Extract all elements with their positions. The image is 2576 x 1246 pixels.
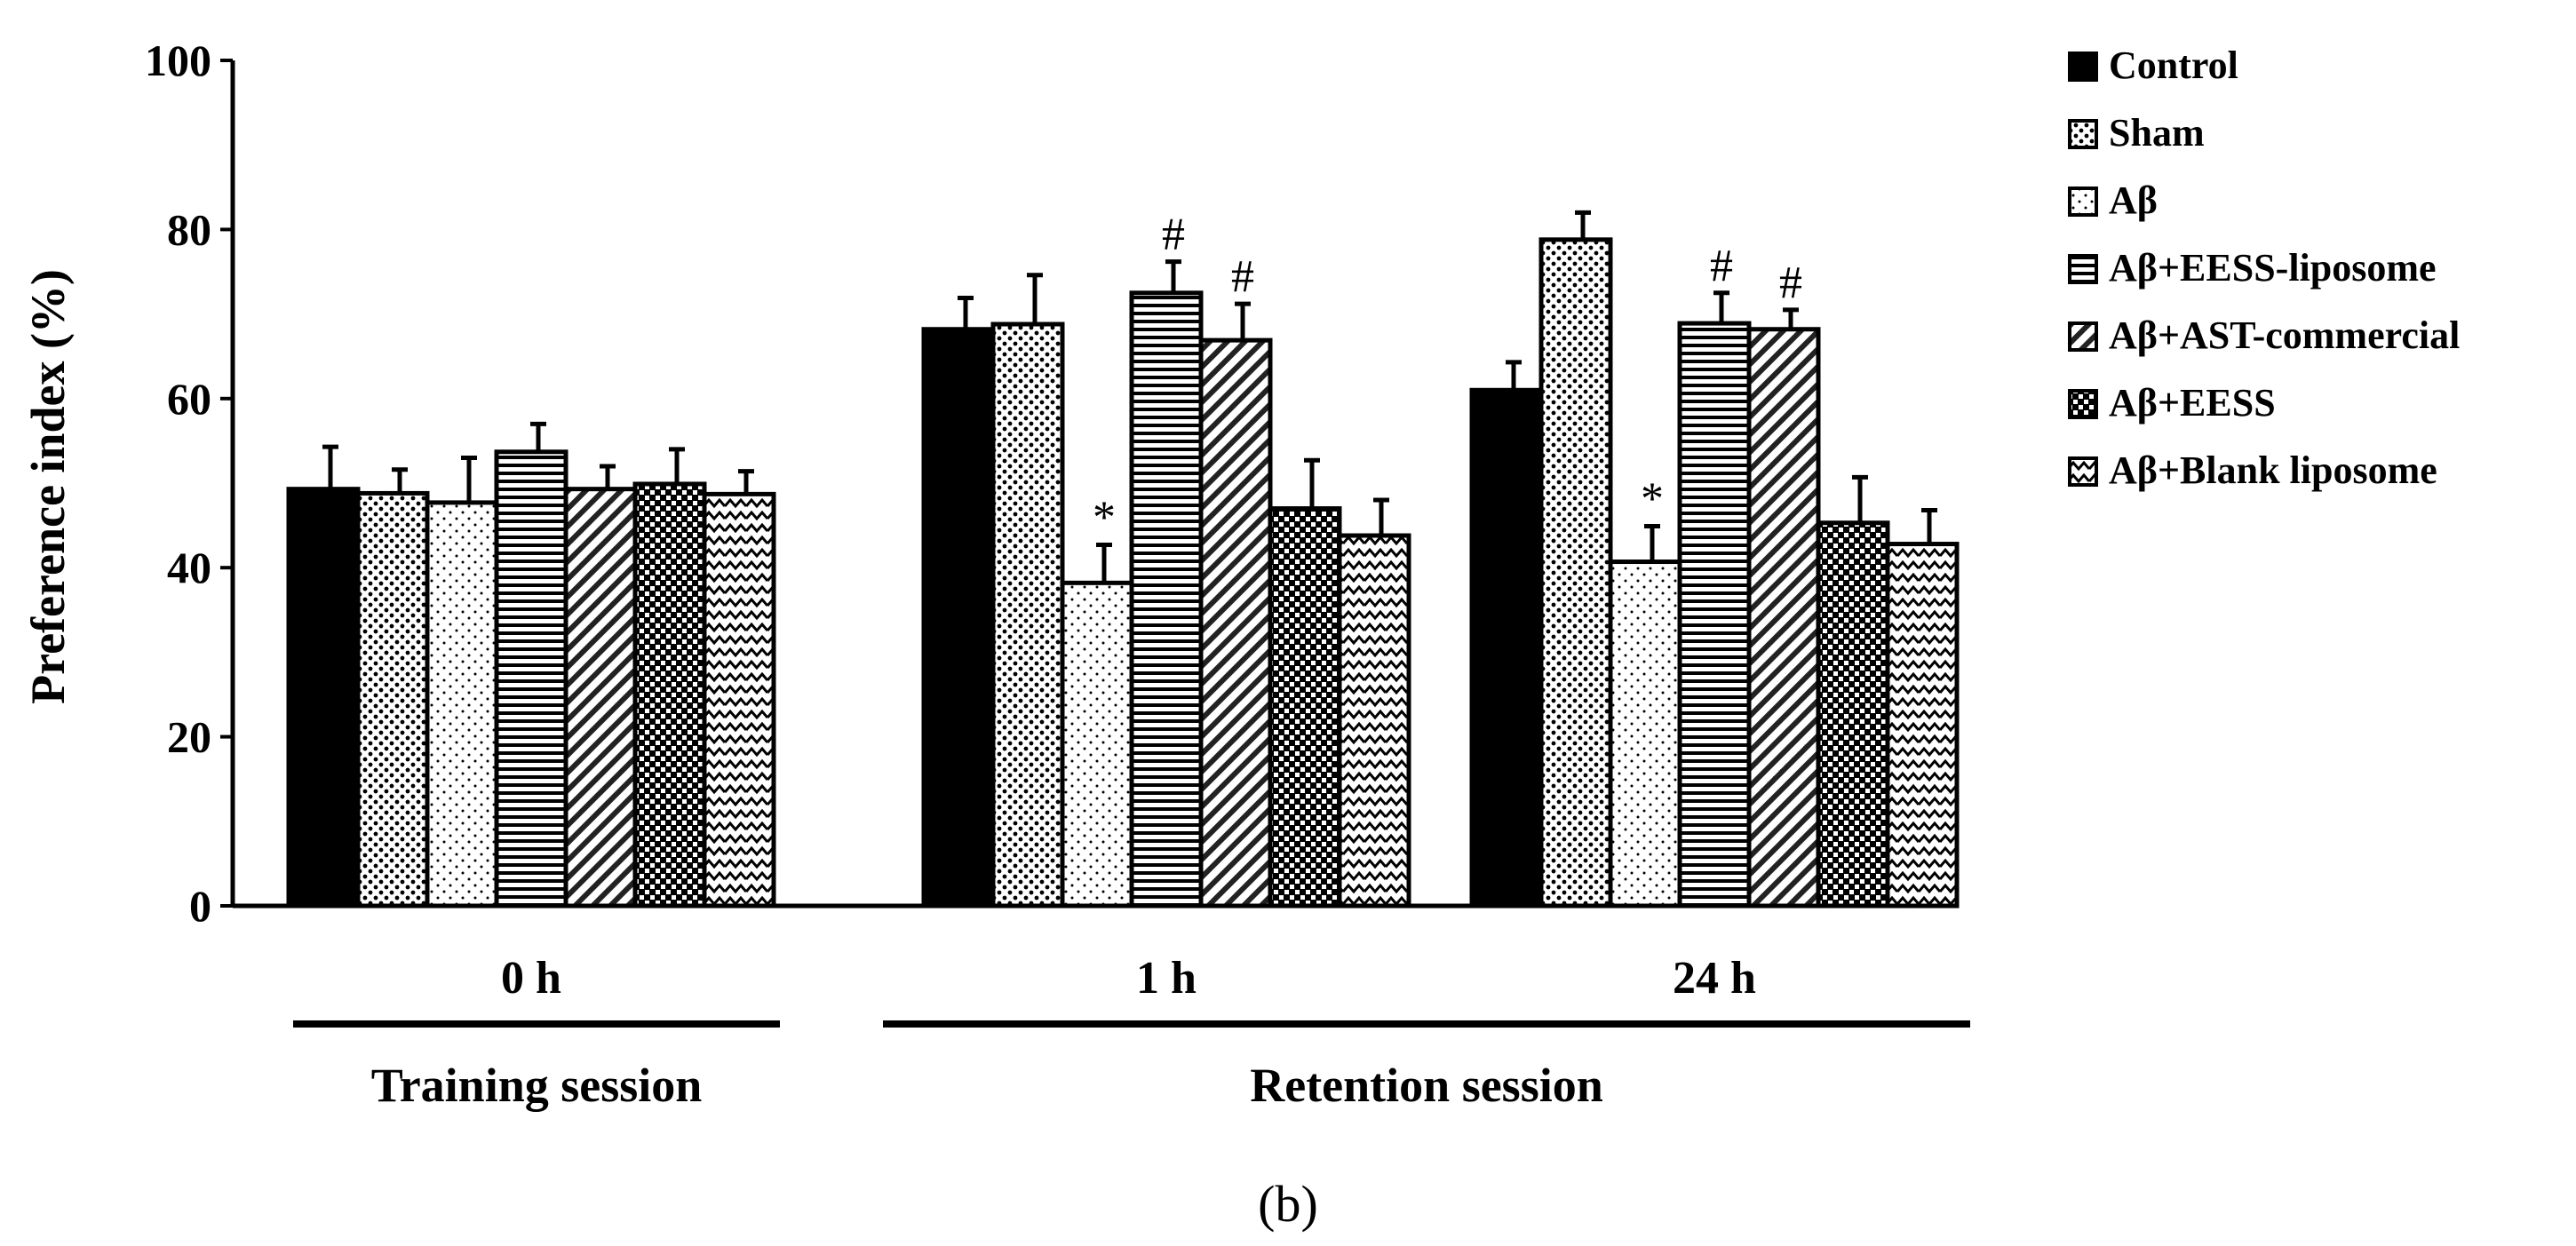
- bar-group: * # #: [1469, 210, 1960, 909]
- significance-marker: #: [1710, 241, 1733, 291]
- y-tick-label: 80: [167, 204, 211, 254]
- bar: [1885, 542, 1960, 909]
- significance-marker: #: [1231, 251, 1254, 302]
- category-labels: 0 h 1 h 24 h: [501, 953, 1756, 1004]
- significance-marker: *: [1641, 474, 1664, 525]
- bar: [702, 491, 776, 909]
- bar: [1469, 387, 1544, 909]
- legend: Control Sham Aβ Aβ+EESS-liposome Aβ+AST-comm…: [2068, 44, 2460, 492]
- bar: [1746, 327, 1821, 909]
- session-label: Retention session: [1250, 1059, 1603, 1112]
- legend-swatch: [2068, 389, 2098, 419]
- legend-item: Aβ+EESS: [2068, 381, 2276, 425]
- legend-label: Control: [2109, 44, 2238, 87]
- panel-label: (b): [1258, 1175, 1318, 1233]
- category-label: 0 h: [501, 953, 561, 1004]
- legend-item: Aβ+EESS-liposome: [2068, 246, 2437, 290]
- legend-label: Aβ+Blank liposome: [2109, 448, 2437, 492]
- bar: [1677, 321, 1752, 909]
- legend-swatch: [2068, 456, 2098, 487]
- legend-label: Aβ+EESS-liposome: [2109, 246, 2437, 290]
- bar: [1337, 533, 1411, 909]
- session-labels: Training session Retention session: [293, 1020, 1970, 1112]
- legend-swatch: [2068, 119, 2098, 149]
- bar: [355, 490, 430, 909]
- bar: [563, 487, 638, 909]
- category-label: 24 h: [1673, 953, 1756, 1004]
- bar: [921, 327, 996, 909]
- legend-swatch: [2068, 254, 2098, 284]
- bar: [1060, 580, 1134, 909]
- y-tick-label: 100: [145, 36, 211, 85]
- bar: [1268, 506, 1342, 909]
- bar: [494, 449, 568, 909]
- category-label: 1 h: [1136, 953, 1197, 1004]
- significance-marker: #: [1779, 258, 1802, 308]
- legend-item: Control: [2068, 44, 2238, 87]
- y-tick-label: 0: [189, 881, 211, 931]
- bar-group: [286, 421, 776, 909]
- legend-swatch: [2068, 187, 2098, 217]
- bar: [1538, 237, 1613, 909]
- y-tick-label: 60: [167, 374, 211, 424]
- legend-label: Aβ: [2109, 179, 2158, 222]
- significance-marker: #: [1162, 210, 1185, 260]
- legend-label: Sham: [2109, 111, 2205, 155]
- legend-item: Aβ+AST-commercial: [2068, 313, 2460, 357]
- legend-label: Aβ+EESS: [2109, 381, 2276, 425]
- y-axis-ticks: 0 20 40 60 80 100: [145, 36, 233, 931]
- bar: [1129, 290, 1204, 909]
- legend-item: Aβ+Blank liposome: [2068, 448, 2437, 492]
- significance-marker: *: [1093, 492, 1116, 543]
- y-tick-label: 20: [167, 712, 211, 762]
- bar: [425, 500, 499, 909]
- y-axis-label: Preference index (%): [21, 269, 75, 704]
- legend-swatch: [2068, 321, 2098, 352]
- y-tick-label: 40: [167, 543, 211, 592]
- legend-item: Aβ: [2068, 179, 2158, 222]
- session-label: Training session: [371, 1059, 703, 1112]
- legend-label: Aβ+AST-commercial: [2109, 313, 2460, 357]
- bar: [990, 321, 1065, 909]
- bar: [1816, 520, 1890, 909]
- bar: [632, 481, 707, 909]
- legend-swatch: [2068, 52, 2098, 82]
- bar: [286, 487, 361, 909]
- bar: [1608, 560, 1682, 909]
- bar-group: * # #: [921, 210, 1411, 909]
- bar: [1198, 337, 1273, 909]
- bar-groups: * # # * # #: [286, 210, 1960, 909]
- legend-item: Sham: [2068, 111, 2205, 155]
